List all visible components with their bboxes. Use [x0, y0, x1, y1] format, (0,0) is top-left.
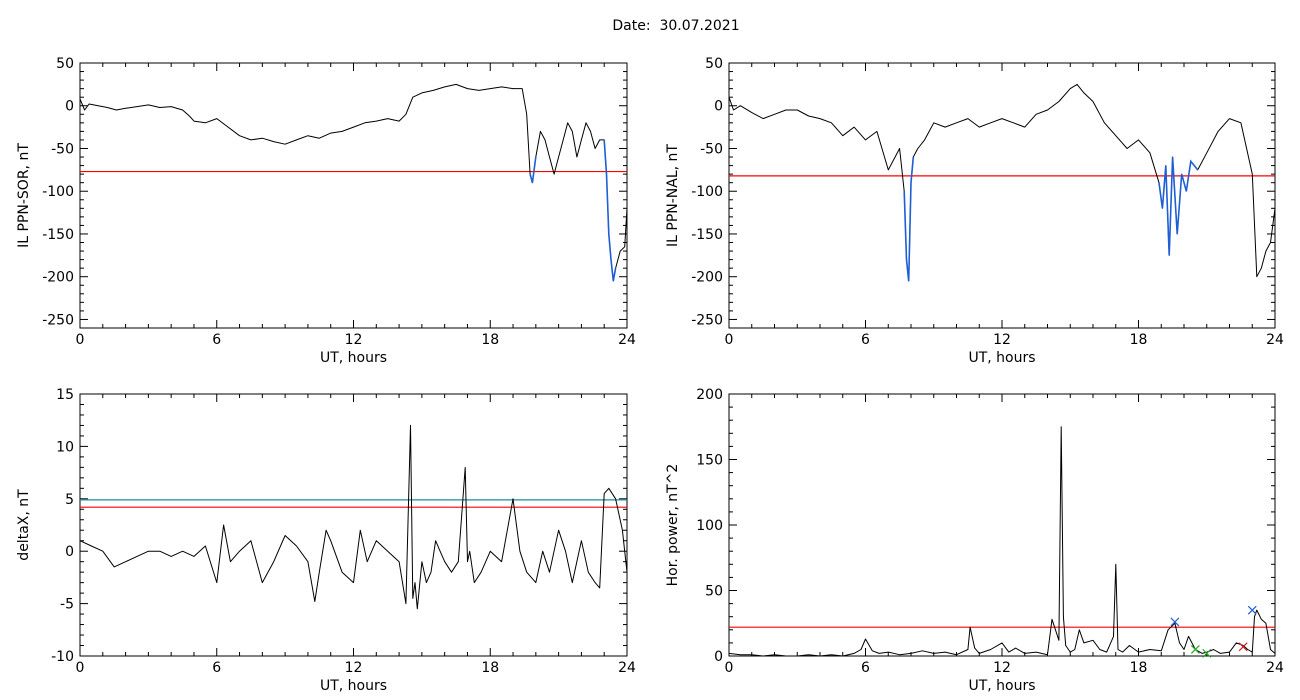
x-axis-label: UT, hours: [320, 350, 387, 366]
y-tick-label: 150: [696, 453, 723, 469]
y-tick-label: 100: [696, 518, 723, 534]
x-tick-label: 18: [481, 332, 499, 348]
x-tick-label: 0: [725, 332, 734, 348]
x-tick-label: 12: [345, 660, 363, 676]
x-tick-label: 24: [1266, 332, 1284, 348]
x-marker: [1202, 648, 1212, 658]
x-tick-label: 12: [345, 332, 363, 348]
x-marker: [1190, 645, 1200, 654]
x-tick-label: 18: [1130, 660, 1148, 676]
plot-frame: [728, 393, 1276, 657]
x-tick-label: 24: [1266, 660, 1284, 676]
x-marker-stroke: [1202, 648, 1212, 658]
y-tick-label: -10: [51, 649, 74, 665]
x-marker: [1238, 642, 1248, 652]
x-tick-label: 24: [618, 660, 636, 676]
x-tick-label: 0: [76, 660, 85, 676]
y-axis-label: IL PPN-SOR, nT: [16, 143, 32, 248]
x-tick-label: 18: [1130, 332, 1148, 348]
x-tick-label: 0: [76, 332, 85, 348]
series-line: [79, 424, 628, 610]
x-marker-stroke: [1247, 605, 1257, 615]
y-tick-label: 50: [705, 56, 723, 72]
date-label: Date:: [612, 18, 651, 34]
x-marker: [1247, 605, 1257, 615]
x-marker-stroke: [1190, 645, 1200, 654]
series-line: [728, 83, 1276, 282]
y-tick-label: -150: [691, 227, 723, 243]
y-tick-label: -50: [51, 141, 74, 157]
x-tick-label: 6: [212, 660, 221, 676]
plot-frame: [79, 62, 628, 329]
plot-frame: [79, 393, 628, 657]
chart-hor-power: 0 6 12 18 24 200 150 100 50 0 UT, hours Hor. power,…: [665, 387, 1284, 694]
x-tick-label: 6: [861, 660, 870, 676]
date-value: 30.07.2021: [659, 18, 740, 34]
chart-il-nal: 0 6 12 18 24 50 0 -50 -100 -150 -200 -250 UT, hours I…: [665, 56, 1284, 366]
x-marker: [1170, 617, 1180, 627]
y-axis-label: IL PPN-NAL, nT: [665, 144, 681, 247]
highlight-segment: [1158, 156, 1199, 256]
x-marker-stroke: [1170, 617, 1180, 627]
series-line: [79, 83, 628, 282]
highlight-segment: [603, 139, 617, 282]
y-tick-label: -250: [42, 312, 74, 328]
x-tick-label: 0: [725, 660, 734, 676]
y-tick-label: -250: [691, 312, 723, 328]
y-tick-label: -200: [691, 270, 723, 286]
x-axis-label: UT, hours: [320, 678, 387, 694]
y-tick-label: 15: [56, 387, 74, 403]
chart-deltax: 0 6 12 18 24 15 10 5 0 -5 -10 UT, hours deltaX, nT: [16, 387, 636, 694]
y-tick-label: -150: [42, 227, 74, 243]
chart-il-sor: 0 6 12 18 24 50 0 -50 -100 -150 -200 -250 UT, hours I…: [16, 56, 636, 366]
y-tick-label: -100: [42, 184, 74, 200]
date-title: Date: 30.07.2021: [0, 18, 1300, 34]
y-tick-label: -100: [691, 184, 723, 200]
y-tick-label: -200: [42, 270, 74, 286]
y-tick-label: 50: [56, 56, 74, 72]
highlight-segment: [903, 156, 915, 282]
x-tick-label: 6: [861, 332, 870, 348]
series-line: [728, 426, 1276, 657]
highlight-segment: [529, 156, 537, 183]
x-tick-label: 12: [993, 332, 1011, 348]
x-marker-stroke: [1238, 642, 1248, 652]
x-tick-label: 24: [618, 332, 636, 348]
y-tick-label: 0: [714, 649, 723, 665]
y-axis-label: Hor. power, nT^2: [665, 464, 681, 587]
x-tick-label: 6: [212, 332, 221, 348]
y-tick-label: 50: [705, 584, 723, 600]
x-tick-label: 18: [481, 660, 499, 676]
y-axis-label: deltaX, nT: [16, 489, 32, 561]
x-tick-label: 12: [993, 660, 1011, 676]
y-tick-label: -50: [700, 141, 723, 157]
x-axis-label: UT, hours: [968, 350, 1035, 366]
y-tick-label: 5: [65, 492, 74, 508]
y-tick-label: 200: [696, 387, 723, 403]
x-axis-label: UT, hours: [968, 678, 1035, 694]
plot-frame: [728, 62, 1276, 329]
y-tick-label: 0: [65, 544, 74, 560]
y-tick-label: 0: [65, 99, 74, 115]
y-tick-label: 10: [56, 439, 74, 455]
y-tick-label: 0: [714, 99, 723, 115]
y-tick-label: -5: [60, 597, 74, 613]
